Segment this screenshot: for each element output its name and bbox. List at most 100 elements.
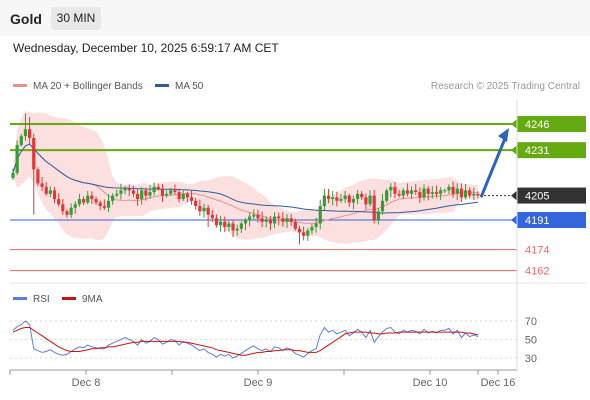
candle-body xyxy=(131,190,136,194)
candle-body xyxy=(123,188,127,191)
candle-body xyxy=(202,207,206,212)
rsi-ma-legend-swatch xyxy=(62,297,76,300)
x-axis-ticks: Dec 8 Dec 9 Dec 10 Dec 16 xyxy=(9,370,516,389)
rsi-tick-50: 50 xyxy=(525,335,537,347)
candle-body xyxy=(98,202,102,207)
level-tag-pointer-4231 xyxy=(511,145,517,156)
candle-body xyxy=(239,223,243,229)
candle-body xyxy=(52,190,57,200)
candle-body xyxy=(57,199,61,205)
candle-body xyxy=(218,221,223,226)
candle-body xyxy=(252,214,256,217)
candle-body xyxy=(11,172,15,179)
candle-body xyxy=(119,190,123,194)
candle-body xyxy=(210,214,214,219)
bollinger-band xyxy=(13,110,478,244)
candle-body xyxy=(86,195,90,203)
moving-averages xyxy=(12,143,479,224)
candle-body xyxy=(189,197,194,201)
rsi-tick-30: 30 xyxy=(525,353,537,365)
candle-body xyxy=(331,197,335,200)
candle-body xyxy=(343,195,347,200)
level-tag-4205 xyxy=(517,187,586,204)
rsi-line xyxy=(12,320,479,359)
candle-body xyxy=(48,190,52,194)
candle-body xyxy=(235,228,239,231)
candle-body xyxy=(81,199,86,203)
rsi-ma-legend-label: 9MA xyxy=(82,294,103,305)
candle-body xyxy=(306,230,310,236)
candle-body xyxy=(439,190,443,194)
rsi-tick-70: 70 xyxy=(525,316,537,328)
candle-body xyxy=(326,195,331,200)
candle-body xyxy=(65,211,69,215)
datetime-label: Wednesday, December 10, 2025 6:59:17 AM … xyxy=(13,41,279,55)
candle-body xyxy=(127,188,131,191)
candle-body xyxy=(302,232,306,236)
candle-body xyxy=(15,144,19,173)
candle-body xyxy=(285,218,289,222)
x-tick-label: Dec 9 xyxy=(244,377,273,389)
level-tag-4191 xyxy=(517,212,586,228)
candle-body xyxy=(177,192,181,200)
candle-body xyxy=(32,137,36,170)
timeframe-badge[interactable]: 30 MIN xyxy=(51,7,101,30)
candle-body xyxy=(297,228,302,233)
rsi-ma-line xyxy=(12,327,479,356)
candle-body xyxy=(243,220,248,224)
candle-body xyxy=(364,197,368,205)
candle-body xyxy=(173,190,177,193)
candle-body xyxy=(468,190,472,196)
candle-body xyxy=(40,183,44,187)
candle-body xyxy=(36,169,40,184)
candle-body xyxy=(160,188,165,196)
candle-body xyxy=(459,188,463,198)
level-label-4205: 4205 xyxy=(525,191,549,203)
candle-body xyxy=(198,206,202,212)
x-tick-label: Dec 16 xyxy=(481,377,516,389)
candle-body xyxy=(152,186,156,193)
level-tag-4246 xyxy=(517,116,586,132)
candle-body xyxy=(181,193,185,200)
candle-body xyxy=(19,136,23,145)
candle-body xyxy=(351,199,356,203)
candle-body xyxy=(455,188,459,194)
bollinger-fill xyxy=(13,110,478,244)
candle-body xyxy=(77,199,82,205)
candle-body xyxy=(144,190,148,196)
x-tick-label: Dec 10 xyxy=(413,377,448,389)
candle-body xyxy=(227,223,231,227)
candle-body xyxy=(339,199,343,201)
level-label-4191: 4191 xyxy=(525,215,549,227)
ma50-legend-label: MA 50 xyxy=(175,81,204,92)
candle-body xyxy=(405,190,410,194)
candle-body xyxy=(310,226,314,231)
x-tick-label: Dec 8 xyxy=(72,377,101,389)
candle-body xyxy=(61,204,65,212)
candle-body xyxy=(194,200,198,207)
candles xyxy=(11,113,480,245)
candle-body xyxy=(426,188,430,194)
candle-body xyxy=(347,195,351,203)
candle-body xyxy=(355,193,360,200)
level-tag-pointer-4246 xyxy=(511,119,517,129)
candle-body xyxy=(260,218,264,222)
candle-body xyxy=(214,218,219,226)
top-bar: Gold 30 MIN xyxy=(0,0,590,36)
level-tag-pointer-4205 xyxy=(511,190,517,201)
candle-body xyxy=(472,193,476,196)
candle-body xyxy=(44,186,48,194)
candle-body xyxy=(156,186,160,189)
level-label-4162: 4162 xyxy=(525,266,549,278)
candle-body xyxy=(422,188,426,198)
candle-body xyxy=(268,220,273,224)
candle-body xyxy=(322,195,326,207)
candle-body xyxy=(135,193,140,200)
candle-body xyxy=(314,223,318,227)
candle-body xyxy=(418,192,422,198)
level-tag-pointer-4191 xyxy=(511,215,517,225)
candle-body xyxy=(380,200,385,212)
candle-body xyxy=(23,129,28,137)
projection-arrow-shaft xyxy=(479,135,508,198)
